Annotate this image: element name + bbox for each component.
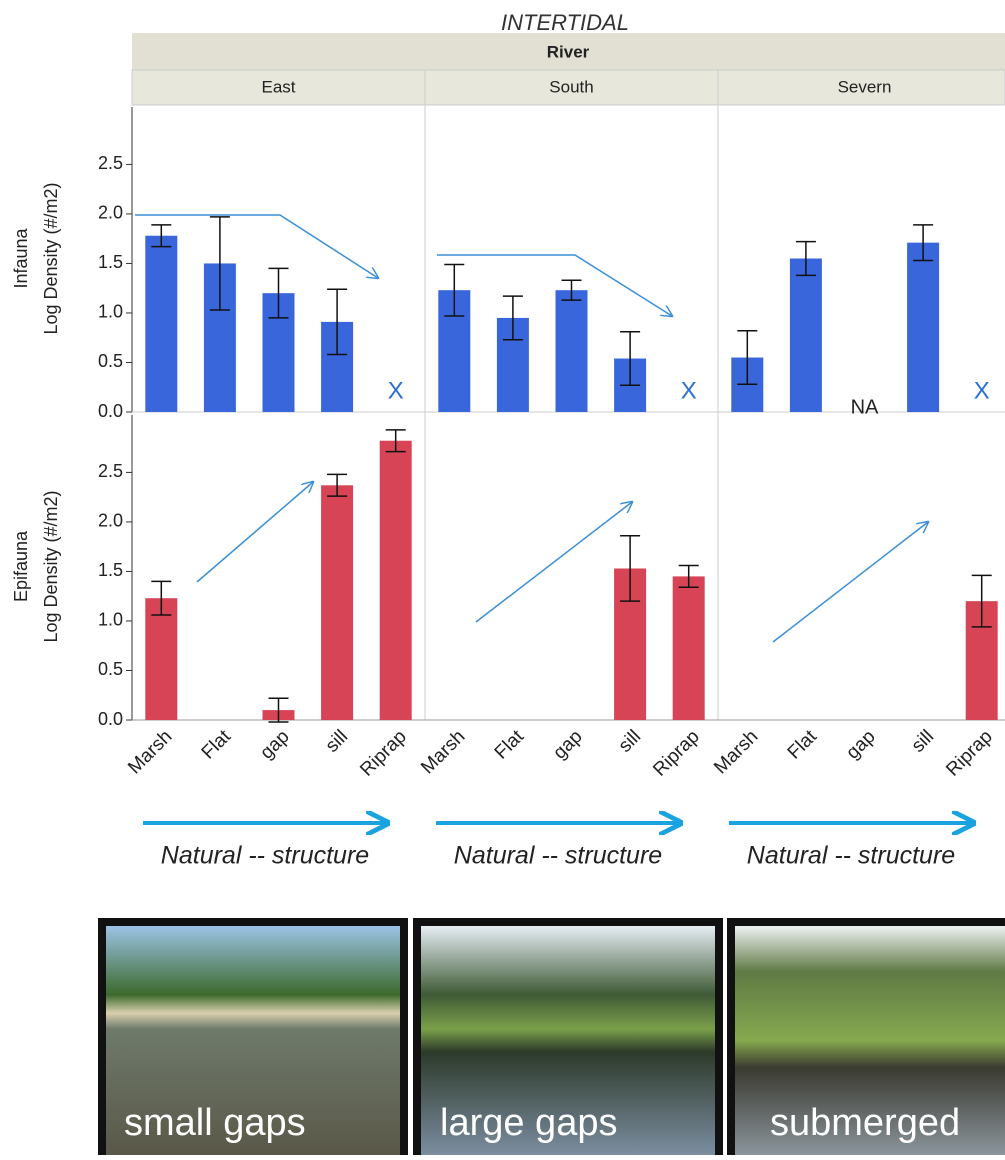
error-bar <box>151 580 172 616</box>
photo-caption: submerged <box>770 1102 960 1144</box>
facet-name: Severn <box>838 77 892 96</box>
error-bar <box>737 330 758 386</box>
bar <box>907 242 940 412</box>
error-bar <box>502 295 523 341</box>
x-tick-label: Marsh <box>710 726 762 778</box>
error-bar <box>795 240 816 277</box>
y-tick-label: 0.5 <box>98 659 123 679</box>
y-tick-label: 0.0 <box>98 709 123 729</box>
y-tick-label: 1.5 <box>98 252 123 272</box>
trend-arrows <box>135 214 928 643</box>
y-tick-label: 0.0 <box>98 401 123 421</box>
bar <box>789 258 822 412</box>
facet-name: South <box>549 77 593 96</box>
x-tick-label: Marsh <box>417 726 469 778</box>
error-bar <box>327 473 348 497</box>
facet-name: East <box>261 77 295 96</box>
y-tick-label: 0.5 <box>98 351 123 371</box>
error-bar <box>971 574 992 628</box>
y-axis-label: Log Density (#/m2) <box>41 490 61 642</box>
x-tick-label: Riprap <box>649 726 703 780</box>
error-bar <box>620 535 641 602</box>
error-bar <box>678 564 699 589</box>
footer-label: Natural -- structure <box>454 842 662 870</box>
x-tick-label: gap <box>549 726 586 763</box>
chart-title: INTERTIDAL <box>501 10 629 35</box>
y-tick-label: 1.0 <box>98 610 123 630</box>
x-tick-label: sill <box>908 726 939 757</box>
x-tick-label: gap <box>842 726 879 763</box>
x-tick-label: Flat <box>491 726 529 764</box>
footer-label: Natural -- structure <box>161 842 369 870</box>
x-tick-label: Riprap <box>942 726 996 780</box>
strip <box>132 33 1005 70</box>
x-tick-label: Flat <box>784 726 822 764</box>
x-tick-label: sill <box>322 726 353 757</box>
y-tick-label: 2.0 <box>98 511 123 531</box>
y-tick-label: 2.5 <box>98 461 123 481</box>
error-bar <box>151 224 172 248</box>
error-bar <box>913 224 934 262</box>
x-tick-label: sill <box>615 726 646 757</box>
error-bar <box>327 288 348 356</box>
photo-caption: large gaps <box>440 1102 617 1144</box>
y-tick-label: 2.0 <box>98 203 123 223</box>
photo-caption: small gaps <box>124 1102 306 1144</box>
bar <box>672 576 705 720</box>
y-tick-label: 2.5 <box>98 153 123 173</box>
bar <box>555 290 588 412</box>
row-name: Epifauna <box>11 530 31 602</box>
x-tick-label: Marsh <box>124 726 176 778</box>
facet-label: River <box>547 42 590 61</box>
error-bar <box>385 429 406 453</box>
error-bar <box>268 697 289 723</box>
bar <box>145 235 178 412</box>
error-bar <box>620 331 641 387</box>
annotation: NA <box>851 396 879 418</box>
error-bar <box>268 267 289 319</box>
footer-label: Natural -- structure <box>747 842 955 870</box>
x-tick-label: gap <box>256 726 293 763</box>
bar <box>145 598 178 720</box>
y-axis-label: Log Density (#/m2) <box>41 182 61 334</box>
error-bar <box>561 279 582 301</box>
bar <box>321 485 354 720</box>
annotation: X <box>974 377 990 404</box>
photos: small gaps large gaps submerged <box>98 918 1005 1155</box>
error-bar <box>444 263 465 317</box>
facet-strip <box>131 69 426 106</box>
bar <box>379 440 412 720</box>
x-tick-label: Riprap <box>356 726 410 780</box>
error-bar <box>209 216 230 311</box>
y-tick-label: 1.5 <box>98 560 123 580</box>
annotation: X <box>388 377 404 404</box>
row-name: Infauna <box>11 227 31 288</box>
x-tick-label: Flat <box>198 726 236 764</box>
y-tick-label: 1.0 <box>98 302 123 322</box>
annotation: X <box>681 377 697 404</box>
